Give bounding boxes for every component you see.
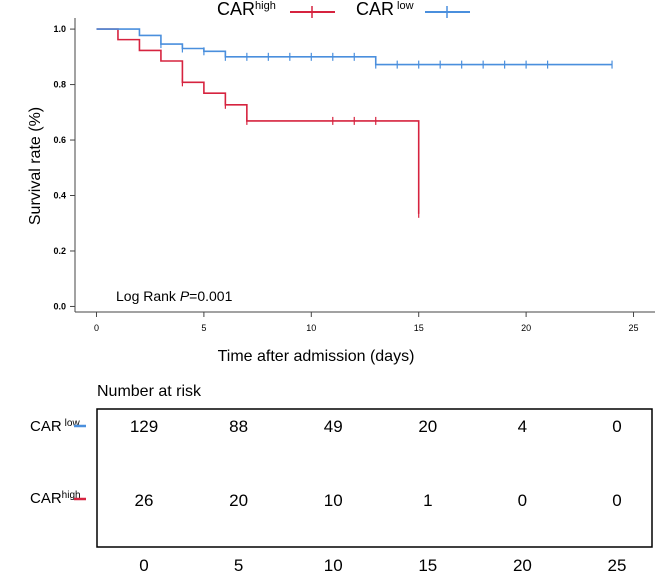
y-tick-label: 0.6 [53, 135, 66, 145]
legend: CARhigh CAR low [217, 0, 470, 19]
legend-label-car-high: CARhigh [217, 0, 276, 19]
y-tick-label: 0.2 [53, 246, 66, 256]
risk-table-values: 129 88 49 20 4 026 20 10 1 0 0 [130, 417, 622, 510]
risk-table-row-label-car-high: CARhigh [30, 490, 86, 507]
risk-count: 0 [518, 491, 527, 510]
risk-count: 0 [612, 417, 621, 436]
risk-count: 1 [423, 491, 432, 510]
risk-time-label: 10 [324, 556, 343, 575]
x-axis-title: Time after admission (days) [218, 348, 415, 365]
x-axis-ticks: 0 5 10 15 20 25 [94, 312, 639, 333]
svg-text:CARhigh: CARhigh [30, 490, 81, 507]
risk-table-title: Number at risk [97, 383, 202, 400]
survival-curve-car-low [96, 28, 613, 66]
x-tick-label: 10 [306, 323, 316, 333]
risk-time-label: 15 [418, 556, 437, 575]
risk-count: 129 [130, 417, 158, 436]
x-tick-label: 5 [201, 323, 206, 333]
x-tick-label: 0 [94, 323, 99, 333]
risk-count: 20 [229, 491, 248, 510]
risk-time-label: 5 [234, 556, 243, 575]
risk-count: 0 [612, 491, 621, 510]
risk-time-label: 20 [513, 556, 532, 575]
risk-time-label: 25 [608, 556, 627, 575]
y-tick-label: 0.0 [53, 301, 66, 311]
risk-count: 10 [324, 491, 343, 510]
log-rank-annotation: Log Rank P=0.001 [116, 288, 233, 304]
risk-count: 20 [418, 417, 437, 436]
risk-table-box [96, 408, 653, 548]
risk-count: 4 [518, 417, 527, 436]
y-tick-label: 0.8 [53, 80, 66, 90]
x-tick-label: 25 [629, 323, 639, 333]
risk-count: 49 [324, 417, 343, 436]
risk-count: 88 [229, 417, 248, 436]
y-axis-title: Survival rate (%) [27, 107, 44, 225]
y-axis-ticks: 0.0 0.2 0.4 0.6 0.8 1.0 [53, 24, 75, 311]
x-tick-label: 15 [414, 323, 424, 333]
legend-label-car-low: CAR low [356, 0, 414, 19]
survival-curves [96, 28, 613, 218]
y-tick-label: 0.4 [53, 191, 66, 201]
risk-table-row-label-car-low: CAR low [30, 418, 86, 435]
y-tick-label: 1.0 [53, 24, 66, 34]
risk-table-time-labels: 0 5 10 15 20 25 [139, 556, 626, 575]
x-tick-label: 20 [521, 323, 531, 333]
risk-time-label: 0 [139, 556, 148, 575]
risk-count: 26 [135, 491, 154, 510]
